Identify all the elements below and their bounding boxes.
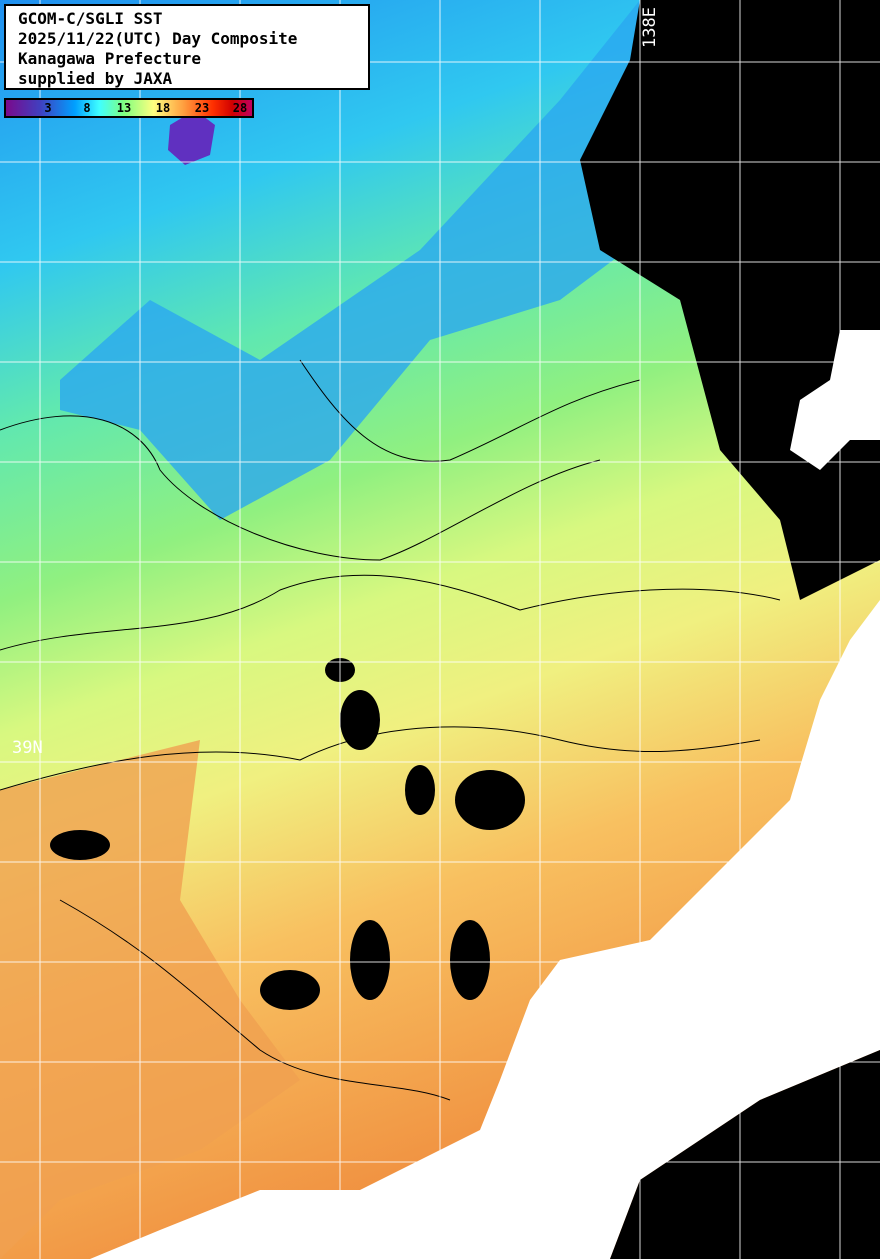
no-data-edge <box>610 1050 880 1259</box>
latitude-label: 39N <box>12 738 43 758</box>
colorbar: 3 8 13 18 23 28 <box>4 98 254 118</box>
title-line-product: GCOM-C/SGLI SST <box>18 9 163 28</box>
title-box: GCOM-C/SGLI SST 2025/11/22(UTC) Day Comp… <box>4 4 370 90</box>
colorbar-tick: 18 <box>155 101 171 115</box>
colorbar-tick: 3 <box>44 101 52 115</box>
title-line-region: Kanagawa Prefecture <box>18 49 202 68</box>
colorbar-tick: 28 <box>232 101 248 115</box>
island <box>168 110 215 165</box>
colorbar-tick: 8 <box>83 101 91 115</box>
title-line-credit: supplied by JAXA <box>18 69 173 88</box>
land <box>90 600 880 1259</box>
colorbar-tick: 23 <box>194 101 210 115</box>
title-line-date: 2025/11/22(UTC) Day Composite <box>18 29 298 48</box>
cold-water <box>60 0 640 520</box>
land-peninsula <box>790 330 880 470</box>
warm-water <box>0 740 300 1259</box>
longitude-label: 138E <box>640 7 660 48</box>
colorbar-tick: 13 <box>116 101 132 115</box>
cloud-patches <box>50 658 525 1010</box>
